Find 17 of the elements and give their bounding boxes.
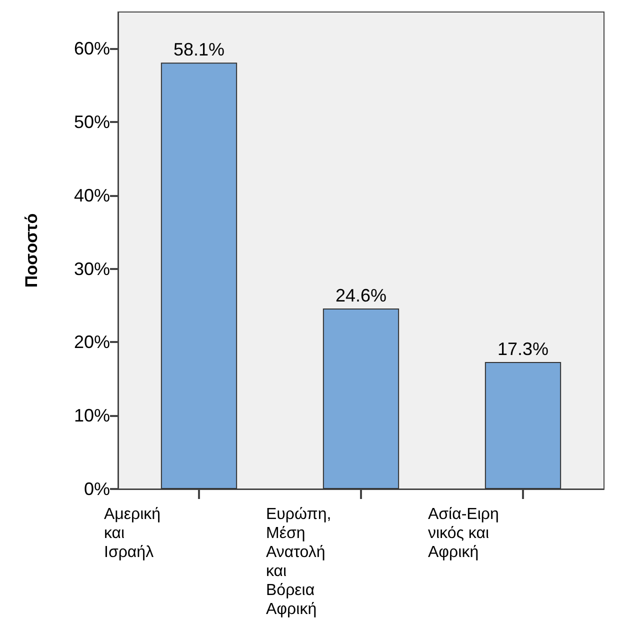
y-axis-title: Ποσοστό	[22, 213, 41, 288]
x-tick-label: Ευρώπη, Μέση Ανατολή και Βόρεια Αφρική	[266, 506, 336, 618]
y-tick-label: 50%	[74, 112, 110, 132]
y-tick-label: 60%	[74, 38, 110, 59]
y-tick-label: 40%	[74, 185, 110, 206]
bar	[484, 362, 562, 489]
data-label: 58.1%	[173, 40, 225, 60]
y-tick-label: 30%	[74, 258, 110, 279]
y-tick-label: 20%	[74, 332, 110, 352]
bar	[160, 62, 238, 489]
data-label: 24.6%	[335, 285, 387, 306]
data-label: 17.3%	[497, 339, 549, 360]
y-tick-label: 10%	[74, 406, 110, 426]
x-tick-label: Ασία-Ειρηνικός και Αφρική	[428, 506, 499, 561]
bar	[322, 308, 400, 489]
x-tick-label: Αμερική και Ισραήλ	[104, 506, 166, 561]
y-tick-label: 0%	[84, 479, 110, 499]
